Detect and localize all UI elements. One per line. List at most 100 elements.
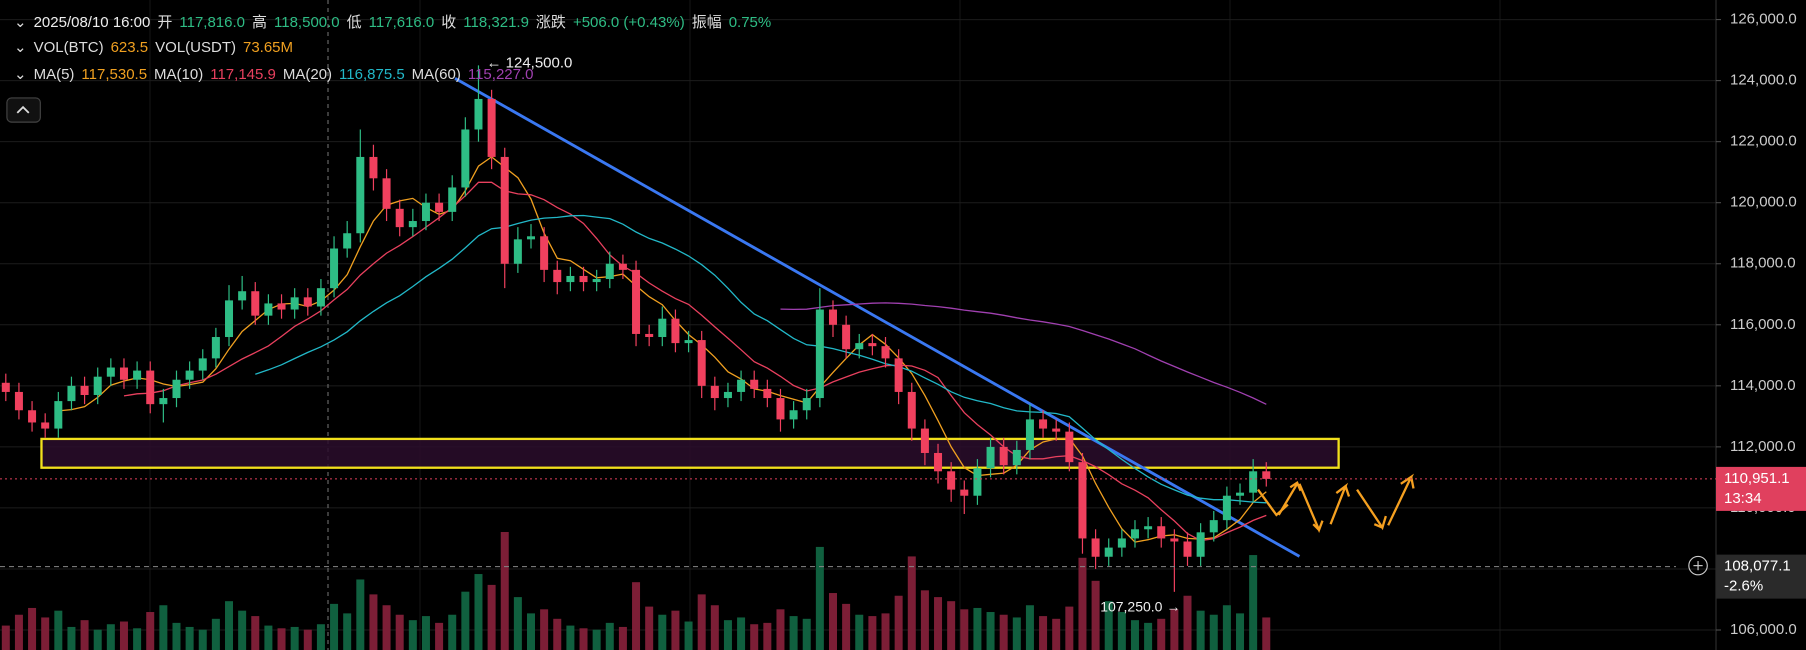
expand-icon[interactable]: ⌄ bbox=[14, 14, 27, 31]
volume-bar bbox=[1209, 614, 1218, 650]
candle-body bbox=[133, 370, 142, 380]
volume-bar bbox=[632, 582, 641, 650]
candle-body bbox=[1025, 419, 1034, 450]
candle-body bbox=[290, 297, 299, 310]
arrow bbox=[1312, 523, 1320, 531]
expand-icon[interactable]: ⌄ bbox=[14, 66, 27, 83]
volume-bar bbox=[592, 629, 601, 650]
ma-line bbox=[58, 156, 1267, 543]
volume-bar bbox=[828, 593, 837, 650]
volume-bar bbox=[645, 606, 654, 650]
candle-body bbox=[1236, 492, 1245, 496]
candle-body bbox=[54, 401, 63, 429]
candle-body bbox=[67, 385, 76, 402]
field-value: 117,616.0 bbox=[368, 14, 435, 31]
arrow bbox=[1289, 480, 1302, 492]
ohlc-row: ⌄ 2025/08/10 16:00 开 117,816.0 高 118,500.0 低 11… bbox=[14, 11, 778, 32]
candle-body bbox=[1196, 532, 1205, 557]
candle-body bbox=[343, 233, 352, 249]
volume-bar bbox=[763, 622, 772, 650]
volume-bar bbox=[973, 607, 982, 650]
low-label: 107,250.0 → bbox=[1100, 599, 1180, 615]
candle-body bbox=[986, 446, 995, 469]
ma-label: MA(10) bbox=[154, 66, 204, 83]
high-label: ← 124,500.0 bbox=[486, 54, 572, 71]
volume-bar bbox=[789, 616, 798, 650]
candle-body bbox=[671, 318, 680, 344]
candle-body bbox=[828, 309, 837, 325]
candle-body bbox=[303, 297, 312, 307]
candle-body bbox=[1117, 538, 1126, 548]
arrow bbox=[1298, 483, 1324, 534]
candle-body bbox=[356, 156, 365, 234]
volume-bar bbox=[671, 610, 680, 650]
volume-bar bbox=[1091, 580, 1100, 650]
candle-body bbox=[41, 422, 50, 429]
volume-bar bbox=[421, 616, 430, 650]
candle-body bbox=[592, 279, 601, 283]
candle-body bbox=[1, 382, 10, 392]
candle-body bbox=[960, 489, 969, 496]
candle-body bbox=[842, 324, 851, 350]
volume-bar bbox=[1196, 610, 1205, 650]
volume-bar bbox=[1117, 612, 1126, 650]
candle-body bbox=[1157, 526, 1166, 539]
last-price-tag bbox=[1716, 466, 1806, 511]
candle-body bbox=[632, 269, 641, 334]
expand-icon[interactable]: ⌄ bbox=[14, 39, 27, 56]
volume-bar bbox=[277, 628, 286, 650]
volume-bar bbox=[999, 614, 1008, 650]
collapse-button[interactable] bbox=[6, 97, 41, 123]
volume-bar bbox=[211, 618, 220, 650]
volume-bar bbox=[1052, 618, 1061, 650]
volume-bar bbox=[1144, 622, 1153, 650]
candle-body bbox=[251, 291, 260, 316]
crosshair-label: 108,077.1 bbox=[1724, 558, 1791, 575]
candle-body bbox=[1209, 520, 1218, 533]
candle-body bbox=[185, 370, 194, 380]
candle-body bbox=[421, 202, 430, 222]
candle-body bbox=[316, 288, 325, 307]
candle-body bbox=[1170, 538, 1179, 542]
volume-bar bbox=[290, 626, 299, 650]
collapse-icon bbox=[16, 105, 30, 114]
volume-bar bbox=[1025, 605, 1034, 650]
candle-body bbox=[93, 376, 102, 395]
y-tick-label: 106,000.0 bbox=[1730, 621, 1797, 638]
volume-bar bbox=[1104, 601, 1113, 650]
volume-bar bbox=[395, 614, 404, 650]
volume-bar bbox=[579, 628, 588, 650]
datetime: 2025/08/10 16:00 bbox=[33, 14, 151, 31]
candle-body bbox=[789, 410, 798, 420]
candle-body bbox=[618, 263, 627, 270]
volume-bar bbox=[80, 620, 89, 650]
candle-body bbox=[868, 343, 877, 347]
volume-bar bbox=[435, 622, 444, 650]
volume-bar bbox=[251, 616, 260, 650]
volume-bar bbox=[172, 622, 181, 650]
volume-bar bbox=[14, 614, 23, 650]
candle-body bbox=[461, 129, 470, 188]
volume-bar bbox=[1078, 557, 1087, 650]
volume-bar bbox=[41, 617, 50, 650]
candle-body bbox=[448, 187, 457, 212]
volume-bar bbox=[960, 609, 969, 650]
volume-bar bbox=[343, 613, 352, 650]
volume-bar bbox=[553, 618, 562, 650]
ma-line bbox=[123, 181, 1267, 542]
volume-bar bbox=[618, 626, 627, 650]
candle-body bbox=[855, 343, 864, 350]
candle-body bbox=[763, 388, 772, 399]
volume-bar bbox=[1, 625, 10, 650]
volume-bar bbox=[356, 579, 365, 650]
candle-body bbox=[723, 391, 732, 399]
volume-bar bbox=[566, 625, 575, 650]
candle-body bbox=[277, 303, 286, 310]
candle-body bbox=[238, 291, 247, 301]
candle-body bbox=[934, 452, 943, 472]
crosshair-add[interactable] bbox=[1688, 555, 1708, 576]
field-label: 收 bbox=[441, 14, 457, 31]
volume-label: VOL(USDT) bbox=[155, 39, 236, 56]
candle-body bbox=[894, 358, 903, 392]
volume-bar bbox=[513, 597, 522, 650]
